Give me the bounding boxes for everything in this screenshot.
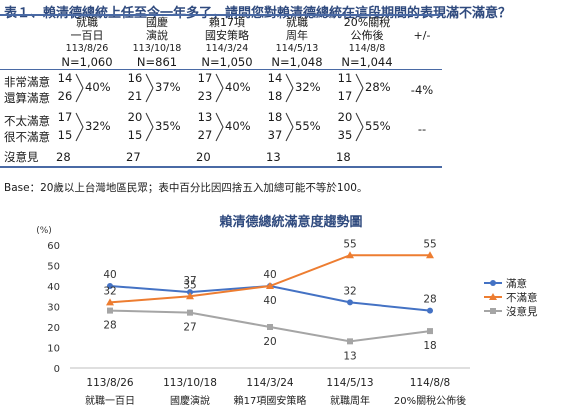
x-tick-sublabel: 就職一百日 <box>85 394 135 407</box>
dissatisfied-cell: 20 15 35% <box>127 110 181 142</box>
y-axis-label: (%) <box>36 226 52 236</box>
x-tick-label: 114/3/24 <box>246 377 293 389</box>
data-label: 37 <box>183 275 196 287</box>
no-opinion-cell: 27 <box>126 150 141 164</box>
data-point <box>106 298 114 306</box>
column-header: 就職 周年 114/5/13 <box>275 16 319 54</box>
no-opinion-cell: 20 <box>196 150 211 164</box>
data-label: 40 <box>103 269 116 281</box>
diff-header: +/- <box>413 29 431 42</box>
x-tick-sublabel: 20%關稅公佈後 <box>394 394 466 407</box>
sample-size: N=1,060 <box>52 55 122 70</box>
legend-label: 不滿意 <box>506 291 538 304</box>
legend-label: 滿意 <box>506 277 527 290</box>
column-header: 就職 一百日 113/8/26 <box>65 16 109 54</box>
column-header: 賴17項 國安策略 114/3/24 <box>205 16 249 54</box>
data-point <box>346 251 354 259</box>
sample-size: N=861 <box>122 55 192 70</box>
data-label: 55 <box>343 238 356 250</box>
satisfied-cell: 11 17 28% <box>337 71 391 103</box>
page-title: 表１、賴清德總統上任至今一年多了，請問您對賴清德總統在這段期間的表現滿不滿意？ <box>4 6 512 21</box>
data-point <box>347 299 353 306</box>
satisfied-cell: 17 23 40% <box>197 71 251 103</box>
x-tick-label: 113/10/18 <box>163 377 217 389</box>
data-label: 32 <box>103 285 116 297</box>
x-tick-sublabel: 賴17項國安策略 <box>234 394 307 407</box>
x-tick-sublabel: 就職周年 <box>330 394 370 407</box>
column-header: 20%關稅 公佈後 114/8/8 <box>343 16 391 54</box>
data-label: 27 <box>183 322 196 334</box>
row-label-satisfied: 非常滿意 還算滿意 <box>4 74 50 105</box>
data-point <box>266 282 274 289</box>
y-tick-label: 20 <box>47 323 60 334</box>
no-opinion-cell: 28 <box>56 150 71 164</box>
legend-marker <box>489 293 497 300</box>
satisfied-diff: -4% <box>410 82 434 97</box>
legend-marker <box>490 308 496 314</box>
data-label: 28 <box>423 294 436 306</box>
data-label: 13 <box>343 350 356 362</box>
trend-chart: 賴清德總統滿意度趨勢圖 (%) 0 10 20 30 40 50 60 113/8/26 就職… <box>36 214 538 407</box>
data-point <box>107 307 113 314</box>
legend-label: 沒意見 <box>506 305 538 318</box>
data-point <box>267 324 273 330</box>
sample-size: N=1,044 <box>332 55 402 70</box>
legend-marker <box>490 280 496 286</box>
no-opinion-cell: 13 <box>266 150 281 164</box>
x-tick-label: 113/8/26 <box>86 377 133 389</box>
y-tick-label: 40 <box>47 282 60 293</box>
data-label: 32 <box>343 285 356 297</box>
data-point <box>187 289 193 296</box>
base-note: Base：20歲以上台灣地區民眾；表中百分比因四捨五入加總可能不等於100。 <box>4 182 368 194</box>
data-point <box>427 307 433 314</box>
dissatisfied-cell: 18 37 55% <box>267 110 321 142</box>
sample-size: N=1,050 <box>192 55 262 70</box>
survey-table: 就職 一百日 113/8/26 國慶 演說 113/10/18 賴17項 國安策略 114/… <box>0 14 442 168</box>
data-label: 55 <box>423 238 436 250</box>
dissatisfied-cell: 13 27 40% <box>197 110 251 142</box>
data-label: 18 <box>423 340 436 352</box>
satisfied-cell: 14 26 40% <box>57 71 111 103</box>
data-label: 40 <box>263 269 276 281</box>
y-tick-label: 0 <box>54 364 60 375</box>
y-tick-label: 50 <box>47 262 60 273</box>
column-header: 國慶 演說 113/10/18 <box>132 16 182 54</box>
satisfied-cell: 16 21 37% <box>127 71 181 103</box>
x-tick-label: 114/8/8 <box>410 377 450 389</box>
x-tick-sublabel: 國慶演說 <box>170 394 210 407</box>
dissatisfied-cell: 17 15 32% <box>57 110 111 142</box>
no-opinion-cell: 18 <box>336 150 351 164</box>
dissatisfied-cell: 20 35 55% <box>337 110 391 142</box>
y-tick-label: 10 <box>47 344 60 355</box>
data-point <box>347 338 353 345</box>
row-label-no-opinion: 沒意見 <box>4 150 39 164</box>
satisfied-cell: 14 18 32% <box>267 71 321 103</box>
data-point <box>187 309 193 316</box>
data-point <box>427 328 433 335</box>
data-label: 28 <box>103 320 116 332</box>
data-point <box>107 283 113 289</box>
data-point <box>186 292 194 300</box>
data-label: 20 <box>263 336 276 348</box>
y-tick-label: 30 <box>47 303 60 314</box>
data-label: 35 <box>183 279 196 291</box>
data-point <box>426 251 434 259</box>
x-tick-label: 114/5/13 <box>326 377 373 389</box>
dissatisfied-diff: -- <box>417 121 427 136</box>
row-label-dissatisfied: 不太滿意 很不滿意 <box>4 113 50 144</box>
chart-title: 賴清德總統滿意度趨勢圖 <box>219 214 362 230</box>
sample-size: N=1,048 <box>262 55 332 70</box>
data-label: 40 <box>263 295 276 307</box>
y-tick-label: 60 <box>47 241 60 252</box>
